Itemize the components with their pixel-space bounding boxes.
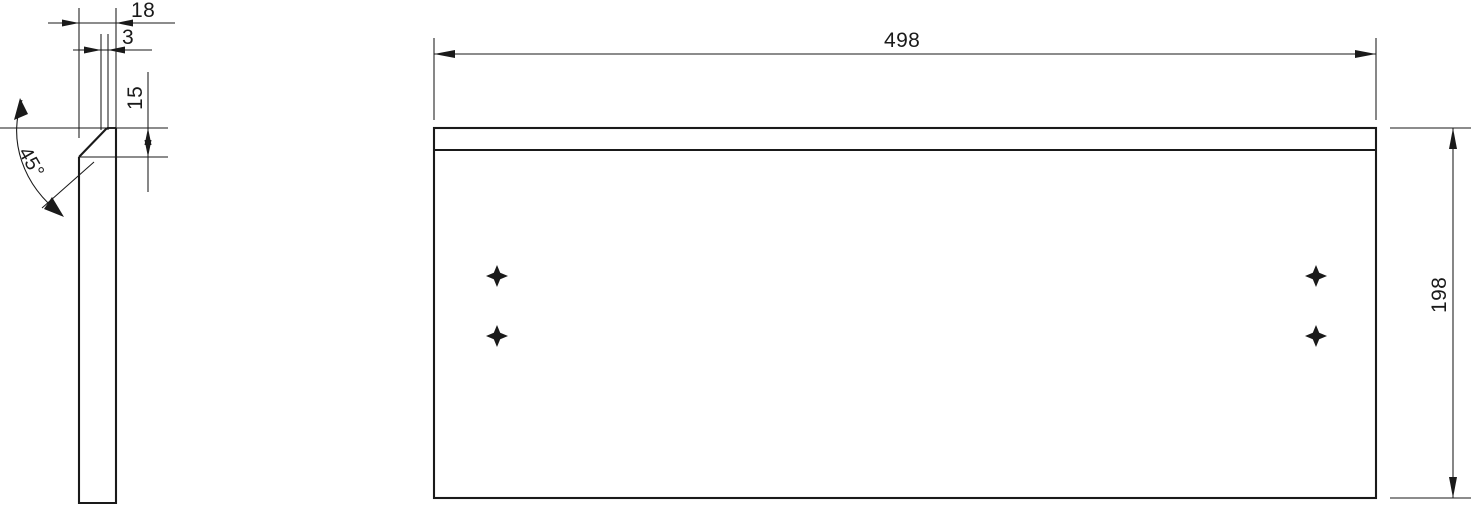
hole-bottom-left (486, 325, 508, 347)
arrow-198-bottom (1449, 477, 1457, 498)
arrow-18-right (116, 19, 133, 27)
dim-label-3: 3 (122, 26, 134, 49)
arrow-15-bottom (144, 140, 152, 157)
chamfer-edge-line (78, 127, 108, 158)
arrow-198-top (1449, 128, 1457, 149)
panel-outline (432, 126, 1378, 500)
arrow-45-top (14, 98, 28, 120)
dim-label-15: 15 (124, 86, 147, 110)
arrow-3-left (84, 46, 101, 54)
leader-line-45 (41, 161, 95, 209)
profile-outline (77, 128, 118, 505)
dim-label-18: 18 (131, 0, 155, 22)
front-face-view: 498 (432, 29, 1471, 500)
arrow-45-bottom (44, 197, 64, 217)
arrow-498-left (434, 50, 455, 58)
arrow-3-right (108, 46, 125, 54)
arrow-498-right (1355, 50, 1376, 58)
dim-label-198: 198 (1428, 277, 1451, 313)
arrow-18-left (62, 19, 79, 27)
dim-label-498: 498 (884, 29, 920, 52)
hole-top-right (1305, 265, 1327, 287)
hole-top-left (486, 265, 508, 287)
side-profile-view: 18 3 15 45° (0, 0, 175, 505)
hole-bottom-right (1305, 325, 1327, 347)
